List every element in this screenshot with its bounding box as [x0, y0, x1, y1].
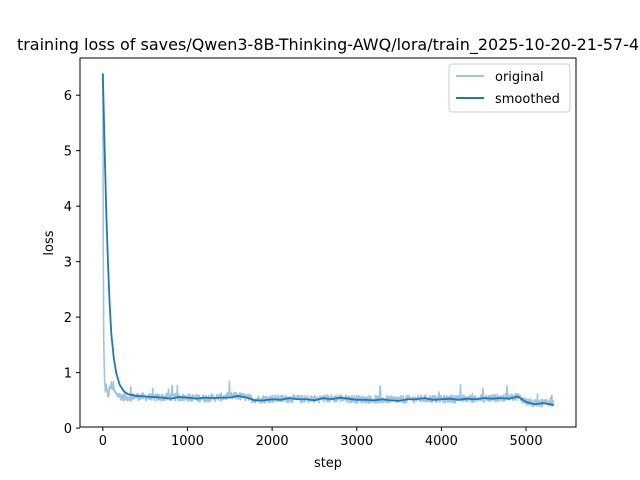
x-tick-label: 1000 — [171, 434, 204, 449]
plot-area — [79, 57, 577, 428]
x-axis: 0 1000 2000 3000 4000 5000 — [99, 427, 543, 449]
y-tick-label: 3 — [64, 256, 72, 271]
y-tick-label: 0 — [64, 422, 72, 437]
x-axis-label: step — [314, 456, 342, 471]
y-axis-label: loss — [42, 230, 57, 255]
x-tick-label: 3000 — [340, 434, 373, 449]
y-tick-label: 1 — [64, 367, 72, 382]
y-tick-label: 5 — [64, 145, 72, 160]
legend: original smoothed — [448, 63, 571, 113]
legend-label-smoothed: smoothed — [495, 92, 560, 107]
x-tick-label: 5000 — [510, 434, 543, 449]
y-tick-label: 6 — [64, 89, 72, 104]
axes-frame — [79, 57, 577, 428]
x-tick-label: 4000 — [425, 434, 458, 449]
legend-label-original: original — [495, 70, 544, 85]
x-tick-label: 2000 — [256, 434, 289, 449]
series-layer — [101, 73, 555, 408]
y-axis: 0 1 2 3 4 5 6 — [64, 89, 80, 437]
series-line-smoothed — [101, 73, 555, 406]
y-tick-label: 4 — [64, 200, 72, 215]
x-tick-label: 0 — [99, 434, 107, 449]
chart-title: training loss of saves/Qwen3-8B-Thinking… — [17, 35, 639, 55]
y-tick-label: 2 — [64, 311, 72, 326]
